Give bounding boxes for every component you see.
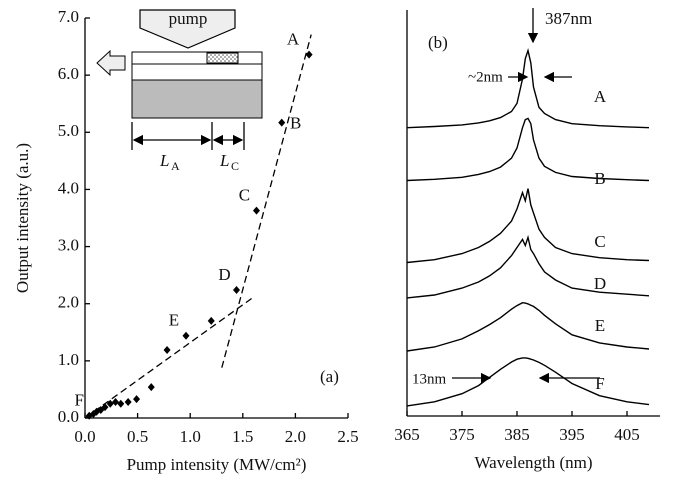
- width-label: 13nm: [412, 371, 447, 387]
- data-point: [232, 286, 240, 294]
- output-arrow: [96, 49, 126, 77]
- width-label: ~2nm: [468, 69, 503, 85]
- cavity: [206, 52, 239, 64]
- point-label: A: [287, 29, 300, 48]
- fit-line: [221, 34, 312, 368]
- data-point: [305, 50, 313, 59]
- la-subscript: A: [171, 159, 180, 173]
- data-point: [252, 206, 260, 215]
- x-tick-label: 365: [394, 425, 420, 444]
- legend-label: C: [594, 232, 605, 251]
- data-point: [182, 331, 190, 340]
- y-tick-label: 4.0: [58, 178, 79, 197]
- legend-label: B: [594, 169, 605, 188]
- x-axis-label: Pump intensity (MW/cm²): [127, 455, 307, 474]
- pump-label: pump: [169, 9, 208, 28]
- x-axis-label: Wavelength (nm): [474, 453, 592, 472]
- point-label: D: [218, 265, 230, 284]
- data-point: [278, 118, 286, 127]
- lc-symbol: L: [219, 151, 229, 170]
- x-tick-label: 1.0: [180, 427, 201, 446]
- point-label: B: [290, 113, 301, 132]
- point-label: F: [74, 391, 83, 410]
- data-point: [101, 403, 109, 412]
- spectrum: [406, 48, 650, 129]
- data-point: [112, 398, 120, 406]
- panel-label: (b): [428, 33, 448, 52]
- data-point: [163, 346, 171, 354]
- data-point: [147, 383, 155, 392]
- x-tick-label: 1.5: [232, 427, 253, 446]
- data-point: [117, 399, 125, 408]
- y-axis-label: Output intensity (a.u.): [13, 143, 32, 293]
- legend-label: F: [595, 374, 604, 393]
- y-tick-label: 3.0: [58, 235, 79, 254]
- x-tick-label: 2.0: [285, 427, 306, 446]
- legend-label: E: [595, 316, 605, 335]
- data-point: [133, 395, 141, 404]
- point-label: C: [239, 185, 250, 204]
- lc-subscript: C: [231, 159, 239, 173]
- layer-top: [131, 51, 263, 65]
- x-tick-label: 375: [449, 425, 475, 444]
- spectrum: [406, 234, 650, 299]
- spectrum: [406, 188, 650, 264]
- spectrum: [406, 357, 650, 407]
- point-label: E: [169, 311, 179, 330]
- substrate: [131, 79, 263, 119]
- x-tick-label: 385: [504, 425, 530, 444]
- y-tick-label: 0.0: [58, 407, 79, 426]
- fit-line: [84, 297, 253, 419]
- x-tick-label: 0.0: [74, 427, 95, 446]
- la-symbol: L: [159, 151, 169, 170]
- pump-arrow: [139, 9, 236, 49]
- panel-label: (a): [320, 367, 339, 386]
- legend-label: D: [594, 274, 606, 293]
- y-tick-label: 2.0: [58, 293, 79, 312]
- y-tick-label: 5.0: [58, 121, 79, 140]
- peak-label: 387nm: [545, 9, 592, 28]
- inset-diagram: pump L A L C: [96, 9, 263, 173]
- y-tick-label: 1.0: [58, 350, 79, 369]
- data-point: [124, 398, 132, 406]
- data-point: [106, 399, 114, 408]
- spectrum: [406, 301, 650, 352]
- x-tick-label: 2.5: [337, 427, 358, 446]
- x-tick-label: 395: [559, 425, 585, 444]
- x-tick-label: 405: [614, 425, 640, 444]
- y-tick-label: 6.0: [58, 64, 79, 83]
- layer-mid: [131, 63, 263, 81]
- data-point: [207, 316, 215, 325]
- spectrum: [406, 117, 650, 182]
- legend-label: A: [594, 87, 607, 106]
- x-tick-label: 0.5: [127, 427, 148, 446]
- y-tick-label: 7.0: [58, 7, 79, 26]
